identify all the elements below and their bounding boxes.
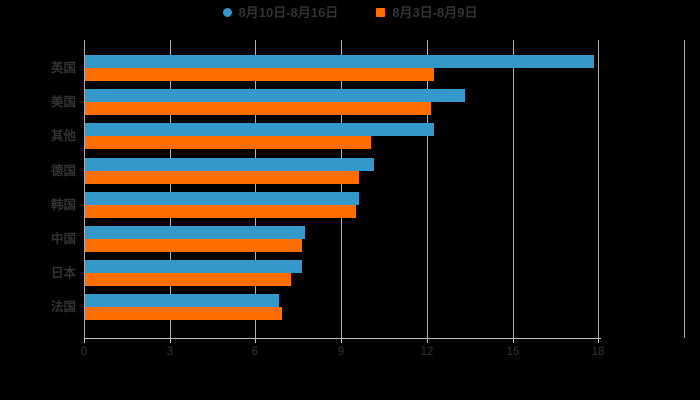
legend-item-0[interactable]: 8月10日-8月16日 [222, 5, 339, 20]
category-label-中国: 中国 [50, 232, 76, 246]
bar-英国-8月3日-8月9日[interactable] [85, 68, 434, 81]
gridline-x9 [341, 40, 342, 338]
category-label-其他: 其他 [50, 129, 76, 143]
gridline-x18 [598, 40, 599, 338]
category-label-美国: 美国 [50, 95, 76, 109]
x-axis-tick [513, 338, 514, 343]
gridline-x6 [255, 40, 256, 338]
x-axis-tick-label: 9 [337, 346, 345, 358]
bar-法国-8月3日-8月9日[interactable] [85, 307, 282, 320]
x-axis-tick [84, 338, 85, 343]
x-axis-tick [598, 338, 599, 343]
category-label-日本: 日本 [50, 266, 76, 280]
x-axis-tick [341, 338, 342, 343]
gridline-x3 [170, 40, 171, 338]
legend: 8月10日-8月16日 8月3日-8月9日 [0, 6, 700, 19]
gridline-x21 [684, 40, 685, 338]
x-axis-tick-label: 15 [506, 346, 520, 358]
bar-美国-8月3日-8月9日[interactable] [85, 102, 431, 115]
bar-其他-8月3日-8月9日[interactable] [85, 136, 371, 149]
bar-中国-8月10日-8月16日[interactable] [85, 226, 305, 239]
category-label-法国: 法国 [50, 300, 76, 314]
x-axis-tick-label: 6 [251, 346, 259, 358]
bar-韩国-8月10日-8月16日[interactable] [85, 192, 359, 205]
plot-area: 0 3 6 9 12 15 18 [81, 40, 685, 358]
bar-德国-8月10日-8月16日[interactable] [85, 158, 374, 171]
bar-英国-8月10日-8月16日[interactable] [85, 55, 594, 68]
bar-德国-8月3日-8月9日[interactable] [85, 171, 359, 184]
x-axis-tick-label: 18 [591, 346, 605, 358]
category-axis-labels: 英国美国其他德国韩国中国日本法国 [0, 40, 76, 338]
bar-法国-8月10日-8月16日[interactable] [85, 294, 279, 307]
legend-label: 8月10日-8月16日 [238, 5, 339, 20]
x-axis-tick [427, 338, 428, 343]
x-axis-tick-label: 12 [420, 346, 434, 358]
x-axis-line [84, 338, 601, 339]
bar-美国-8月10日-8月16日[interactable] [85, 89, 465, 102]
gridline-x15 [513, 40, 514, 338]
category-label-英国: 英国 [50, 61, 76, 75]
bar-日本-8月3日-8月9日[interactable] [85, 273, 291, 286]
legend-item-1[interactable]: 8月3日-8月9日 [376, 6, 477, 19]
gridline-x0 [84, 40, 85, 338]
category-label-韩国: 韩国 [50, 198, 76, 212]
x-axis-tick-label: 0 [80, 346, 88, 358]
legend-label: 8月3日-8月9日 [392, 5, 478, 20]
legend-circle-marker-icon [222, 8, 232, 17]
x-axis-tick-label: 3 [166, 346, 174, 358]
x-axis-tick [170, 338, 171, 343]
gridline-x12 [427, 40, 428, 338]
bar-韩国-8月3日-8月9日[interactable] [85, 205, 356, 218]
bar-中国-8月3日-8月9日[interactable] [85, 239, 302, 252]
category-label-德国: 德国 [50, 164, 76, 178]
legend-square-marker-icon [376, 8, 386, 17]
bar-其他-8月10日-8月16日[interactable] [85, 123, 434, 136]
x-axis-tick [255, 338, 256, 343]
bar-日本-8月10日-8月16日[interactable] [85, 260, 302, 273]
